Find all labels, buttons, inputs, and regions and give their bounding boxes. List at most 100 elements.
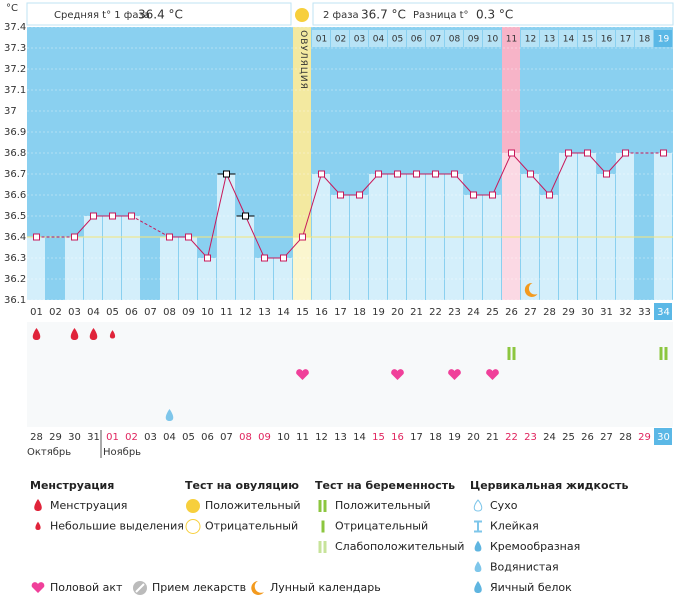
date: 12 (315, 432, 328, 443)
legend-icon (34, 499, 42, 511)
date: 20 (467, 432, 480, 443)
cycle-day: 07 (144, 307, 157, 318)
cycle-day: 02 (49, 307, 62, 318)
y-tick-label: 37.3 (4, 43, 26, 54)
rows-bg (27, 322, 673, 427)
legend-item: Клейкая (490, 520, 539, 533)
cycle-day: 32 (619, 307, 632, 318)
phase2-day-bg (635, 30, 653, 47)
date: 01 (106, 432, 119, 443)
temp-marker (71, 233, 78, 241)
cycle-day: 33 (638, 307, 651, 318)
phase2-day: 19 (658, 35, 670, 45)
phase2-day-bg (578, 30, 596, 47)
phase2-day: 07 (430, 35, 441, 45)
cycle-day: 28 (543, 307, 556, 318)
temp-bar (578, 153, 596, 300)
y-tick-label: 37 (4, 106, 17, 117)
phase2-day: 01 (316, 35, 327, 45)
temp-bar (198, 258, 216, 300)
phase2-day: 14 (563, 35, 575, 45)
temp-bar (331, 195, 349, 300)
temp-bar (464, 195, 482, 300)
date: 08 (239, 432, 252, 443)
temp-marker (584, 149, 591, 157)
phase1-value: 36.4 °C (138, 8, 183, 22)
phase2-day: 16 (601, 35, 613, 45)
legend-icon (35, 521, 41, 530)
ovulation-label: ОВУЛЯЦИЯ (298, 30, 308, 90)
temp-marker (318, 170, 325, 178)
date: 25 (562, 432, 575, 443)
lunar (524, 282, 538, 297)
legend-title: Цервикальная жидкость (470, 479, 628, 492)
date: 17 (410, 432, 423, 443)
date: 10 (277, 432, 290, 443)
date: 16 (391, 432, 404, 443)
cycle-day: 22 (429, 307, 442, 318)
legend-title: Тест на беременность (315, 479, 455, 492)
temp-bar (483, 195, 501, 300)
cycle-day: 14 (277, 307, 290, 318)
phase2-day: 18 (639, 35, 651, 45)
date: 28 (619, 432, 632, 443)
phase2-day: 11 (506, 35, 517, 45)
legend-title: Менструация (30, 479, 114, 492)
ovulation-column (293, 27, 311, 300)
legend-title: Тест на овуляцию (185, 479, 299, 492)
menstruation-drop (89, 328, 98, 340)
phase2-day: 04 (373, 35, 385, 45)
date: 18 (429, 432, 442, 443)
temp-marker (242, 212, 249, 220)
heart (448, 369, 461, 380)
legend-item: Положительный (205, 499, 301, 512)
cycle-day: 16 (315, 307, 328, 318)
cycle-day: 04 (87, 307, 100, 318)
temp-marker (280, 254, 287, 262)
phase1-box (26, 2, 292, 26)
phase2-day-bg (559, 30, 577, 47)
legend-icon (318, 541, 327, 553)
cervical-drop (165, 409, 174, 421)
cycle-day: 24 (467, 307, 480, 318)
test-bar (664, 347, 668, 360)
date: 13 (334, 432, 347, 443)
menstruation-drop (32, 328, 41, 340)
temp-marker (546, 191, 553, 199)
legend-icon (185, 519, 201, 534)
date: 11 (296, 432, 309, 443)
menstruation-drop (70, 328, 79, 340)
phase2-day: 13 (544, 35, 555, 45)
date: 14 (353, 432, 366, 443)
temp-marker (603, 170, 610, 178)
temp-marker (375, 170, 382, 178)
spotting-drop (109, 330, 116, 339)
phase2-day: 02 (335, 35, 346, 45)
cycle-day: 15 (296, 307, 309, 318)
temp-marker (185, 233, 192, 241)
temp-marker (394, 170, 401, 178)
temp-marker (413, 170, 420, 178)
temp-bar (255, 258, 273, 300)
temp-marker (166, 233, 173, 241)
phase2-day-bg (616, 30, 634, 47)
date: 29 (49, 432, 62, 443)
legend-icon (474, 561, 482, 572)
test-bar (659, 347, 663, 360)
y-tick-label: 36.7 (4, 169, 26, 180)
date: 30 (68, 432, 81, 443)
temp-marker (660, 149, 667, 157)
cycle-day: 06 (125, 307, 138, 318)
cycle-day: 21 (410, 307, 423, 318)
phase2-day-bg (654, 30, 672, 47)
temp-bar (27, 237, 45, 300)
cycle-day: 20 (391, 307, 404, 318)
temp-bar (502, 153, 520, 300)
y-tick-label: 36.5 (4, 211, 26, 222)
cycle-day: 30 (581, 307, 594, 318)
phase2-day-bg (312, 30, 330, 47)
temp-bar (160, 237, 178, 300)
phase2-day-bg (597, 30, 615, 47)
temp-marker (261, 254, 268, 262)
